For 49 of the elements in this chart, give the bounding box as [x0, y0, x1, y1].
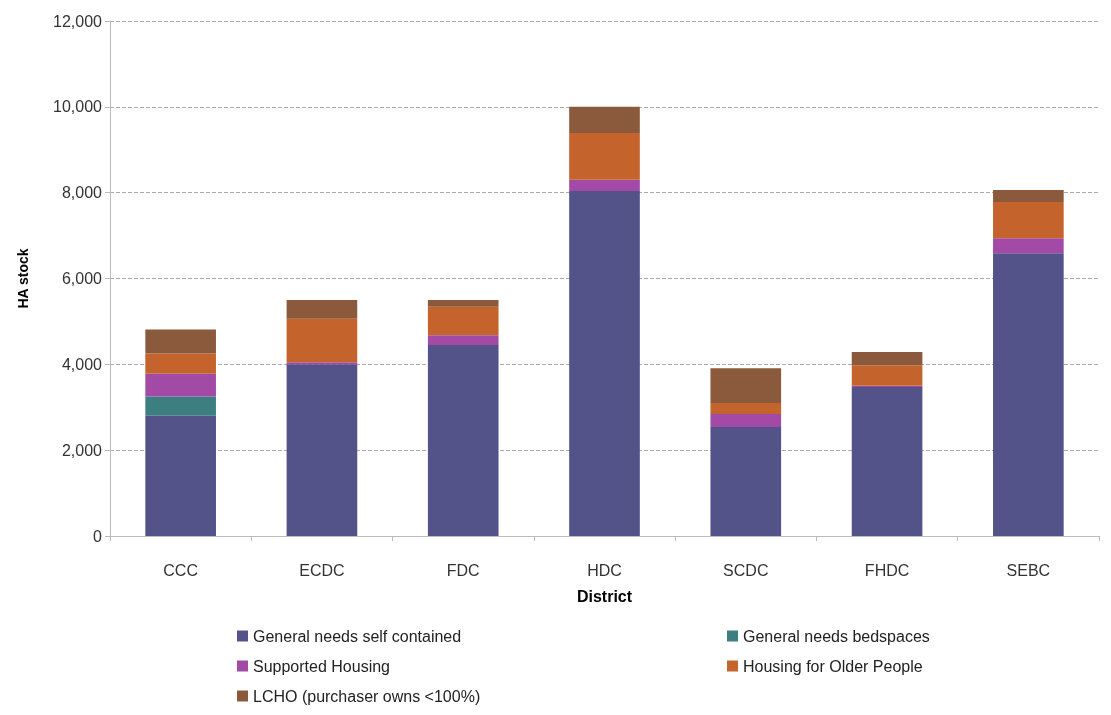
x-tick-label: FHDC	[864, 561, 910, 579]
bar	[569, 190, 640, 536]
bar	[710, 368, 782, 403]
bar	[569, 133, 640, 180]
bar	[710, 426, 782, 536]
bar	[569, 179, 640, 191]
y-axis-title: HA stock	[15, 248, 31, 309]
bar	[145, 396, 216, 416]
bar	[993, 253, 1064, 536]
x-tick-label: SEBC	[1006, 561, 1051, 579]
x-tick-label: ECDC	[299, 561, 345, 579]
bar	[286, 299, 358, 319]
bar	[286, 364, 358, 536]
x-tick-label: HDC	[587, 561, 622, 579]
bar	[145, 353, 216, 374]
legend-label: LCHO (purchaser owns <100%)	[253, 687, 481, 705]
bar	[145, 329, 216, 354]
bar	[851, 351, 923, 366]
legend-label: General needs bedspaces	[743, 627, 930, 645]
bar	[427, 345, 499, 536]
bar	[993, 202, 1064, 239]
x-tick-label: SCDC	[723, 561, 769, 579]
bar	[145, 373, 216, 397]
bar	[286, 318, 358, 363]
legend-label: Housing for Older People	[743, 657, 923, 675]
legend-label: Supported Housing	[253, 657, 390, 675]
bar	[710, 402, 782, 415]
bar	[851, 387, 923, 536]
bar	[427, 299, 499, 307]
y-tick-label: 10,000	[53, 98, 103, 116]
bar	[710, 414, 782, 427]
y-tick-label: 0	[93, 527, 103, 545]
bar	[569, 106, 640, 134]
x-axis-title: District	[576, 587, 633, 605]
legend-label: General needs self contained	[253, 627, 462, 645]
x-tick-label: FDC	[446, 561, 480, 579]
y-tick-label: 8,000	[61, 184, 103, 202]
y-tick-label: 2,000	[61, 441, 103, 459]
y-tick-label: 6,000	[61, 270, 103, 287]
bar	[993, 190, 1064, 203]
bar	[145, 415, 216, 536]
bar	[993, 238, 1064, 254]
bar	[286, 362, 358, 365]
bar	[427, 335, 499, 346]
x-tick-label: CCC	[163, 561, 198, 579]
y-tick-label: 4,000	[61, 355, 103, 373]
bar	[427, 306, 499, 336]
y-tick-label: 12,000	[53, 12, 103, 30]
bar	[851, 365, 923, 386]
